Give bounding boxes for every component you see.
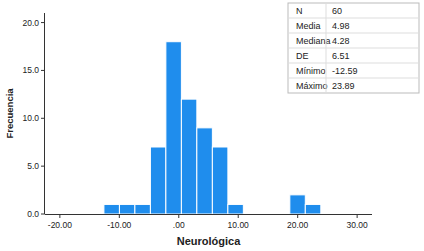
histogram-bar [181,99,196,214]
stats-label: DE [296,51,309,61]
x-tick-label: .00 [173,220,185,230]
stats-frame [288,3,419,93]
histogram-bar [119,204,134,214]
x-tick [297,214,298,218]
y-tick-label: 5.0 [27,161,39,171]
y-tick-label: 15.0 [22,65,39,75]
stats-row-line [288,18,419,19]
y-tick [41,166,45,167]
y-tick [41,118,45,119]
x-tick-label: -10.00 [107,220,131,230]
histogram-bar [243,214,259,215]
y-tick [41,214,45,215]
stats-row-line [288,48,419,49]
y-tick [41,22,45,23]
y-tick-label: 0.0 [27,209,39,219]
histogram-bar [135,204,151,214]
x-axis-title: Neurológica [177,235,241,247]
y-tick-label: 10.0 [22,113,39,123]
y-tick-label: 20.0 [22,18,39,28]
stats-value: 6.51 [332,51,350,61]
histogram-bar [274,214,290,215]
histogram-bar [166,42,182,214]
stats-row-line [288,33,419,34]
y-tick [41,70,45,71]
y-axis-title: Frecuencia [4,88,15,139]
stats-column-line [326,3,327,93]
histogram-bar [104,204,120,214]
histogram-bar [305,204,321,214]
histogram-bar [197,128,213,214]
x-tick [357,214,358,218]
histogram-bar [290,195,305,214]
stats-row-line [288,78,419,79]
stats-label: Mediana [296,36,331,46]
background [0,0,424,251]
stats-value: 60 [332,6,342,16]
x-tick-label: 10.00 [228,220,250,230]
x-tick [238,214,239,218]
x-tick-label: -20.00 [48,220,72,230]
x-tick-label: 30.00 [346,220,368,230]
stats-value: 4.98 [332,21,350,31]
x-axis-line [45,214,372,215]
stats-label: N [296,6,303,16]
x-tick [178,214,179,218]
stats-label: Media [296,21,321,31]
histogram-bar [228,204,243,214]
stats-row-line [288,63,419,64]
x-tick [119,214,120,218]
x-tick-label: 20.00 [287,220,309,230]
stats-box: N 60 Media 4.98Mediana4.28 DE 6.51 Mínimo -12.5… [288,3,419,93]
stats-value: 23.89 [332,81,355,91]
stats-value: 4.28 [332,36,350,46]
x-tick [59,214,60,218]
histogram-bar [212,147,228,214]
stats-value: -12.59 [332,66,358,76]
y-axis-line [44,13,45,214]
histogram-bar [259,214,274,215]
chart: 0.0 5.0 10.0 15.0 20.0 -20.00 -10.00 .00 10.00 20… [0,0,424,251]
stats-label: Mínimo [296,66,326,76]
histogram-bar [150,147,165,214]
stats-label: Máximo [296,81,328,91]
